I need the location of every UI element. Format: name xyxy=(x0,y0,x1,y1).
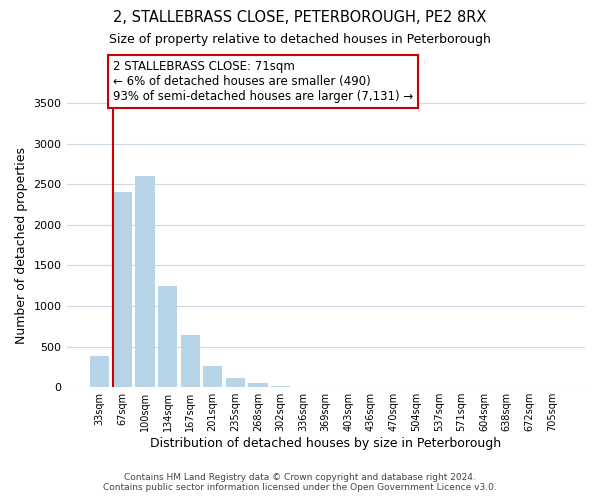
Text: 2, STALLEBRASS CLOSE, PETERBOROUGH, PE2 8RX: 2, STALLEBRASS CLOSE, PETERBOROUGH, PE2 … xyxy=(113,10,487,25)
Text: Contains HM Land Registry data © Crown copyright and database right 2024.
Contai: Contains HM Land Registry data © Crown c… xyxy=(103,473,497,492)
Bar xyxy=(158,286,177,387)
Bar xyxy=(226,378,245,387)
Bar xyxy=(271,386,290,387)
Bar xyxy=(113,192,132,387)
X-axis label: Distribution of detached houses by size in Peterborough: Distribution of detached houses by size … xyxy=(150,437,502,450)
Bar xyxy=(203,366,223,387)
Text: Size of property relative to detached houses in Peterborough: Size of property relative to detached ho… xyxy=(109,32,491,46)
Y-axis label: Number of detached properties: Number of detached properties xyxy=(15,146,28,344)
Bar xyxy=(90,356,109,387)
Bar xyxy=(181,335,200,387)
Bar xyxy=(136,176,155,387)
Bar xyxy=(248,383,268,387)
Text: 2 STALLEBRASS CLOSE: 71sqm
← 6% of detached houses are smaller (490)
93% of semi: 2 STALLEBRASS CLOSE: 71sqm ← 6% of detac… xyxy=(113,60,413,103)
